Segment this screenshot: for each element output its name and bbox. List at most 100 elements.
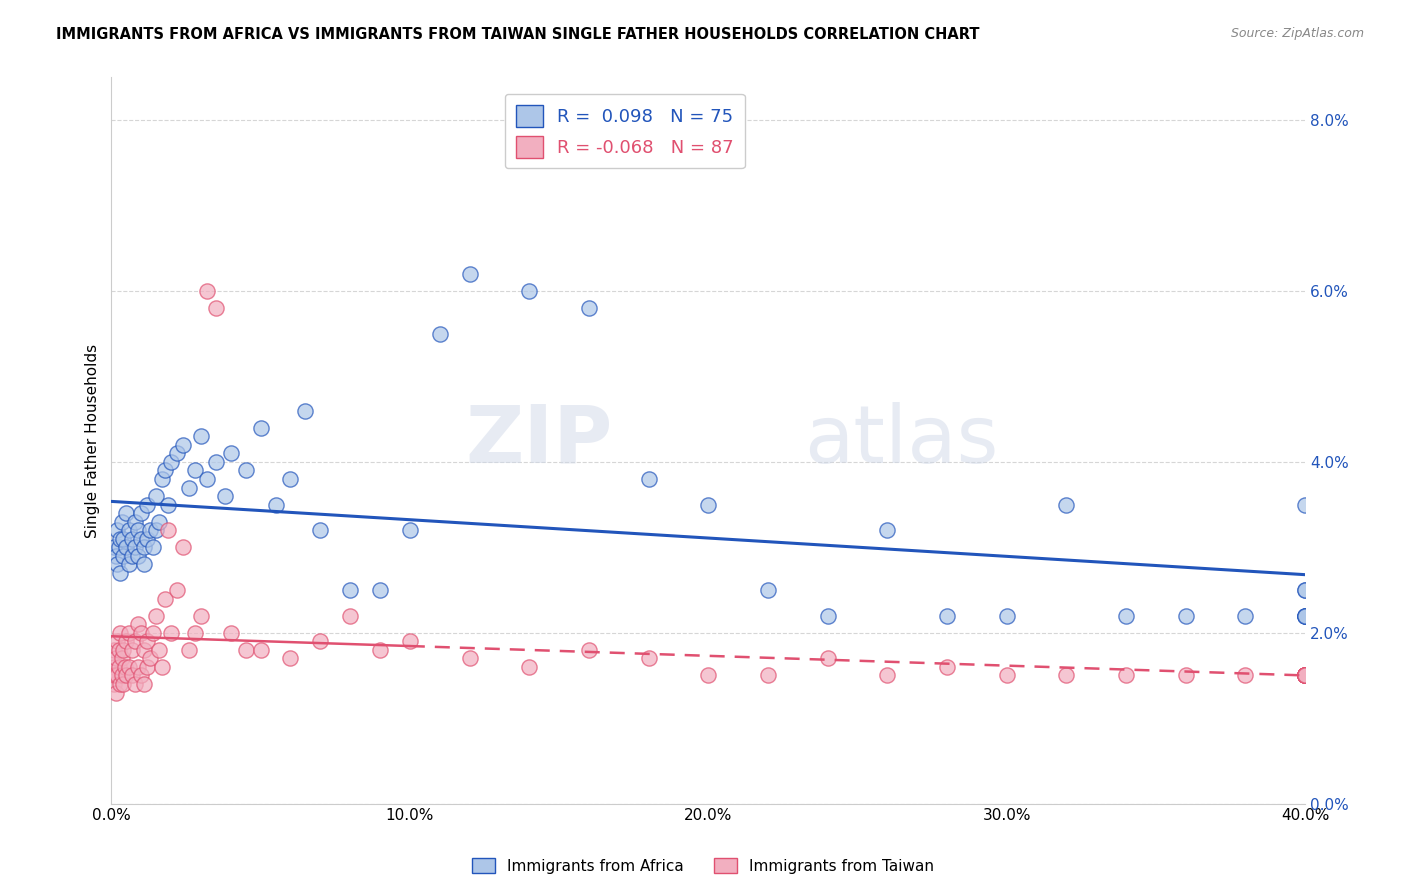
- Point: [103, 677, 125, 691]
- Point: [172, 438, 194, 452]
- Point: [148, 643, 170, 657]
- Point: [1294, 608, 1316, 623]
- Point: [995, 608, 1018, 623]
- Point: [172, 541, 194, 555]
- Y-axis label: Single Father Households: Single Father Households: [86, 343, 100, 538]
- Point: [136, 634, 159, 648]
- Point: [145, 489, 167, 503]
- Point: [114, 660, 136, 674]
- Point: [1294, 668, 1316, 682]
- Point: [157, 498, 180, 512]
- Point: [177, 481, 200, 495]
- Point: [1294, 582, 1316, 597]
- Point: [368, 643, 391, 657]
- Point: [817, 608, 839, 623]
- Point: [142, 625, 165, 640]
- Point: [115, 668, 138, 682]
- Point: [142, 541, 165, 555]
- Point: [1115, 668, 1137, 682]
- Point: [110, 625, 132, 640]
- Point: [105, 634, 128, 648]
- Point: [129, 532, 152, 546]
- Point: [184, 463, 207, 477]
- Point: [134, 643, 156, 657]
- Point: [150, 660, 173, 674]
- Point: [1294, 608, 1316, 623]
- Point: [195, 284, 218, 298]
- Point: [637, 472, 659, 486]
- Point: [578, 643, 600, 657]
- Point: [145, 608, 167, 623]
- Point: [118, 625, 141, 640]
- Point: [339, 582, 361, 597]
- Point: [398, 523, 420, 537]
- Point: [1174, 608, 1197, 623]
- Point: [205, 301, 228, 315]
- Point: [104, 685, 127, 699]
- Point: [104, 549, 127, 563]
- Point: [108, 660, 131, 674]
- Point: [249, 421, 271, 435]
- Point: [121, 549, 143, 563]
- Point: [1294, 608, 1316, 623]
- Point: [118, 558, 141, 572]
- Point: [1294, 668, 1316, 682]
- Point: [517, 660, 540, 674]
- Point: [127, 660, 149, 674]
- Point: [280, 651, 302, 665]
- Point: [205, 455, 228, 469]
- Point: [429, 326, 451, 341]
- Point: [115, 541, 138, 555]
- Point: [637, 651, 659, 665]
- Point: [111, 515, 134, 529]
- Point: [1174, 668, 1197, 682]
- Point: [105, 668, 128, 682]
- Point: [104, 668, 127, 682]
- Point: [1294, 668, 1316, 682]
- Point: [111, 668, 134, 682]
- Point: [458, 267, 481, 281]
- Point: [1294, 608, 1316, 623]
- Point: [1294, 582, 1316, 597]
- Point: [111, 651, 134, 665]
- Point: [121, 643, 143, 657]
- Point: [235, 643, 257, 657]
- Point: [108, 643, 131, 657]
- Point: [127, 549, 149, 563]
- Point: [294, 403, 316, 417]
- Point: [153, 463, 176, 477]
- Point: [101, 668, 124, 682]
- Legend: R =  0.098   N = 75, R = -0.068   N = 87: R = 0.098 N = 75, R = -0.068 N = 87: [505, 94, 745, 169]
- Point: [1294, 668, 1316, 682]
- Point: [136, 532, 159, 546]
- Point: [166, 582, 188, 597]
- Point: [235, 463, 257, 477]
- Point: [1234, 608, 1257, 623]
- Point: [129, 506, 152, 520]
- Point: [756, 582, 779, 597]
- Point: [160, 625, 183, 640]
- Point: [1294, 498, 1316, 512]
- Point: [177, 643, 200, 657]
- Point: [105, 523, 128, 537]
- Point: [219, 625, 242, 640]
- Point: [105, 558, 128, 572]
- Point: [148, 515, 170, 529]
- Text: atlas: atlas: [804, 401, 998, 480]
- Point: [112, 677, 135, 691]
- Point: [136, 498, 159, 512]
- Point: [157, 523, 180, 537]
- Point: [264, 498, 287, 512]
- Point: [876, 523, 898, 537]
- Text: Source: ZipAtlas.com: Source: ZipAtlas.com: [1230, 27, 1364, 40]
- Point: [1294, 668, 1316, 682]
- Point: [398, 634, 420, 648]
- Point: [153, 591, 176, 606]
- Point: [1294, 668, 1316, 682]
- Point: [190, 429, 212, 443]
- Point: [134, 677, 156, 691]
- Point: [697, 668, 720, 682]
- Point: [309, 523, 332, 537]
- Point: [368, 582, 391, 597]
- Point: [134, 558, 156, 572]
